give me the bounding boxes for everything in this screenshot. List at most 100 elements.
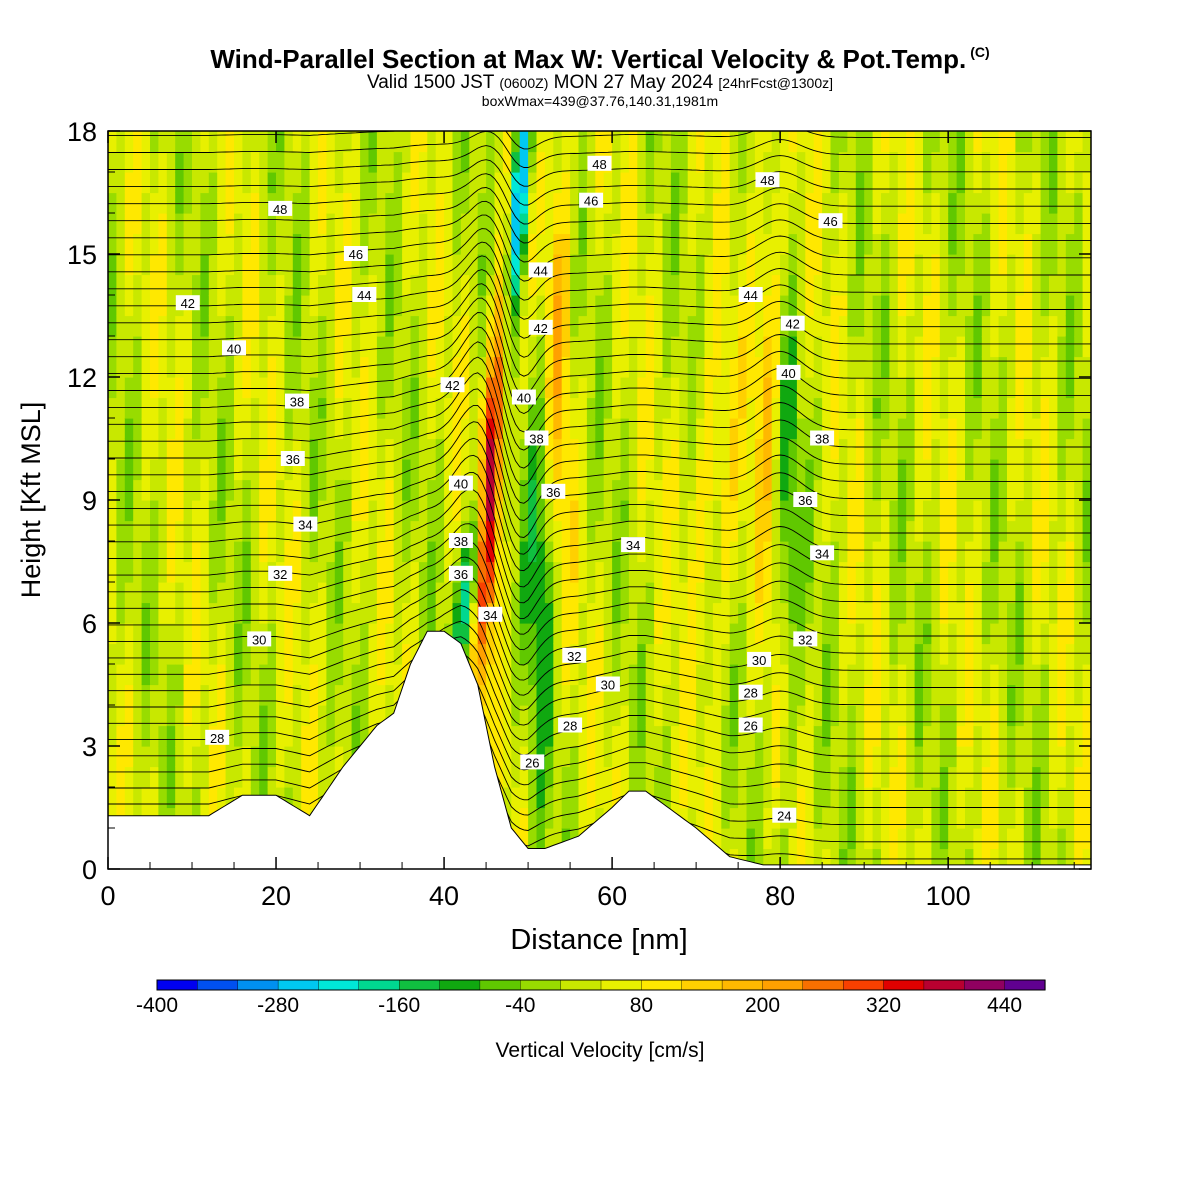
velocity-cell	[897, 828, 907, 850]
velocity-cell	[838, 151, 848, 173]
velocity-cell	[721, 602, 731, 624]
velocity-cell	[452, 500, 462, 522]
velocity-cell	[948, 315, 958, 337]
velocity-cell	[931, 787, 941, 809]
velocity-cell	[746, 520, 756, 542]
velocity-cell	[763, 233, 773, 255]
velocity-cell	[502, 151, 512, 173]
velocity-cell	[385, 295, 395, 317]
velocity-cell	[830, 582, 840, 604]
velocity-cell	[284, 336, 294, 358]
velocity-cell	[326, 172, 336, 194]
velocity-cell	[805, 356, 815, 378]
velocity-cell	[553, 336, 563, 358]
velocity-cell	[603, 315, 613, 337]
velocity-cell	[939, 500, 949, 522]
velocity-cell	[595, 479, 605, 501]
velocity-cell	[687, 438, 697, 460]
velocity-cell	[561, 151, 571, 173]
velocity-cell	[351, 459, 361, 481]
velocity-cell	[687, 172, 697, 194]
velocity-cell	[1065, 561, 1075, 583]
velocity-cell	[183, 438, 193, 460]
velocity-cell	[729, 582, 739, 604]
velocity-cell	[376, 315, 386, 337]
velocity-cell	[351, 602, 361, 624]
velocity-cell	[460, 213, 470, 235]
velocity-cell	[368, 623, 378, 645]
velocity-cell	[250, 151, 260, 173]
velocity-cell	[645, 520, 655, 542]
velocity-cell	[847, 479, 857, 501]
velocity-cell	[889, 151, 899, 173]
velocity-cell	[469, 582, 479, 604]
velocity-cell	[200, 192, 210, 214]
velocity-cell	[712, 254, 722, 276]
velocity-cell	[242, 438, 252, 460]
velocity-cell	[981, 131, 991, 153]
velocity-cell	[965, 397, 974, 419]
velocity-cell	[477, 561, 487, 583]
velocity-cell	[519, 766, 529, 788]
velocity-cell	[620, 479, 630, 501]
velocity-cell	[998, 315, 1008, 337]
velocity-cell	[175, 582, 185, 604]
velocity-cell	[1023, 459, 1033, 481]
velocity-cell	[318, 459, 327, 481]
velocity-cell	[192, 787, 201, 809]
velocity-cell	[923, 295, 932, 317]
velocity-cell	[158, 315, 168, 337]
theta-label-box	[175, 295, 200, 311]
velocity-cell	[612, 131, 622, 153]
velocity-cell	[570, 705, 580, 727]
velocity-cell	[998, 274, 1008, 296]
velocity-cell	[166, 233, 176, 255]
velocity-cell	[796, 602, 806, 624]
velocity-cell	[721, 151, 731, 173]
velocity-cell	[175, 213, 185, 235]
velocity-cell	[956, 643, 966, 665]
velocity-cell	[1032, 336, 1042, 358]
velocity-cell	[654, 356, 664, 378]
velocity-cell	[712, 172, 722, 194]
velocity-cell	[637, 561, 647, 583]
velocity-cell	[376, 356, 386, 378]
velocity-cell	[654, 172, 664, 194]
velocity-cell	[561, 356, 571, 378]
velocity-cell	[183, 336, 193, 358]
velocity-cell	[805, 295, 815, 317]
velocity-cell	[763, 766, 773, 788]
velocity-cell	[536, 541, 546, 563]
velocity-cell	[628, 274, 638, 296]
velocity-cell	[595, 172, 605, 194]
velocity-cell	[603, 459, 613, 481]
velocity-cell	[1040, 336, 1050, 358]
velocity-cell	[939, 561, 949, 583]
velocity-cell	[914, 602, 924, 624]
velocity-cell	[250, 397, 260, 419]
y-tick-label: 18	[67, 117, 97, 147]
velocity-cell	[670, 131, 680, 153]
velocity-cell	[679, 377, 689, 399]
velocity-cell	[981, 828, 991, 850]
velocity-cell	[133, 500, 143, 522]
velocity-cell	[838, 479, 848, 501]
velocity-cell	[796, 254, 806, 276]
velocity-cell	[242, 131, 252, 153]
theta-label-box	[268, 200, 293, 216]
velocity-cell	[486, 274, 496, 296]
velocity-cell	[822, 746, 832, 768]
velocity-cell	[780, 684, 790, 706]
velocity-cell	[721, 377, 731, 399]
theta-label-box	[780, 315, 805, 331]
velocity-cell	[351, 233, 361, 255]
velocity-cell	[284, 541, 294, 563]
velocity-cell	[746, 295, 756, 317]
velocity-cell	[712, 807, 722, 829]
velocity-cell	[192, 561, 201, 583]
velocity-cell	[259, 151, 269, 173]
velocity-cell	[830, 787, 840, 809]
velocity-cell	[754, 500, 764, 522]
velocity-cell	[965, 766, 974, 788]
velocity-cell	[1023, 766, 1033, 788]
